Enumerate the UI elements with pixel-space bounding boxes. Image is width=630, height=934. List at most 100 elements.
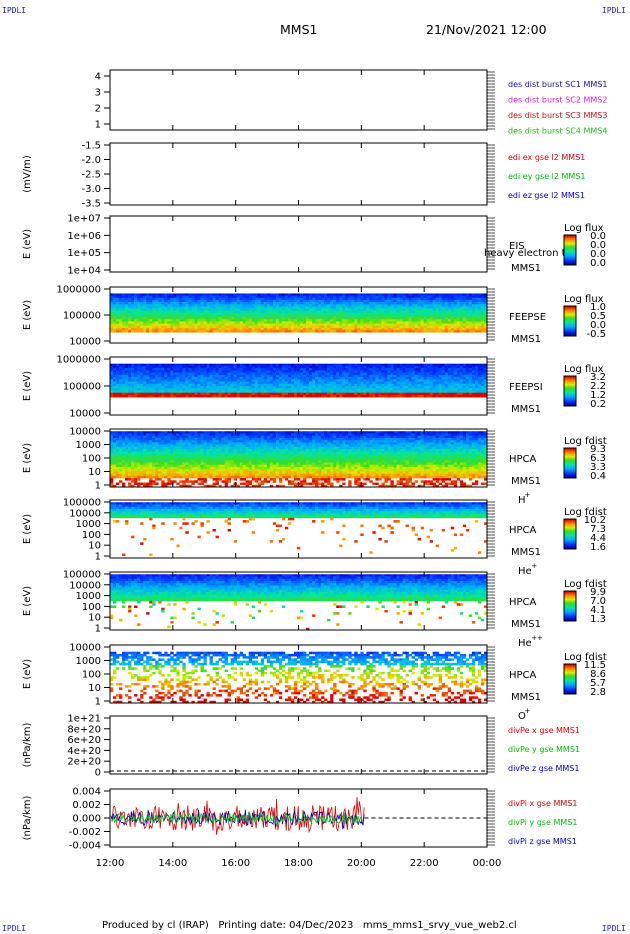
spectrogram-cell bbox=[170, 480, 174, 483]
spectrogram-cell bbox=[357, 299, 361, 303]
spectrogram-cell bbox=[200, 317, 204, 320]
spectrogram-cell bbox=[152, 327, 156, 331]
spectrogram-cell bbox=[182, 368, 186, 371]
spectrogram-cell bbox=[441, 372, 446, 376]
spectrogram-cell bbox=[480, 374, 485, 378]
spectrogram-cell bbox=[339, 363, 343, 367]
spectrogram-cell bbox=[212, 295, 216, 299]
spectrogram-cell bbox=[170, 304, 174, 307]
spectrogram-cell bbox=[315, 370, 319, 373]
spectrogram-cell bbox=[257, 312, 262, 316]
spectrogram-cell bbox=[128, 464, 132, 468]
spectrogram-cell bbox=[453, 327, 458, 331]
spectrogram-cell bbox=[185, 327, 189, 331]
spectrogram-cell bbox=[119, 308, 123, 311]
spectrogram-cell bbox=[348, 325, 352, 329]
spectrogram-cell bbox=[167, 433, 171, 436]
spectrogram-cell bbox=[218, 383, 222, 387]
spectrogram-cell bbox=[254, 383, 259, 387]
spectrogram-cell bbox=[203, 323, 207, 327]
spectrogram-cell bbox=[429, 390, 434, 393]
spectrogram-cell bbox=[381, 363, 385, 367]
spectrogram-cell bbox=[242, 363, 247, 367]
spectrogram-cell bbox=[402, 327, 406, 331]
spectrogram-cell bbox=[423, 310, 427, 314]
spectrogram-cell bbox=[324, 372, 328, 376]
spectrogram-cell bbox=[315, 317, 319, 320]
spectrogram-cell bbox=[399, 388, 403, 391]
spectrogram-cell bbox=[167, 392, 171, 396]
spectrogram-cell bbox=[215, 386, 219, 389]
spectrogram-cell bbox=[287, 392, 292, 396]
spectrogram-cell bbox=[137, 390, 141, 393]
spectrogram-cell bbox=[462, 317, 467, 320]
spectrogram-cell bbox=[318, 374, 322, 378]
spectrogram-cell bbox=[309, 377, 313, 380]
spectrogram-cell bbox=[408, 330, 412, 333]
spectrogram-cell bbox=[134, 321, 138, 324]
spectrogram-cell bbox=[423, 308, 427, 311]
spectrogram-cell bbox=[296, 390, 301, 393]
spectrogram-cell bbox=[336, 295, 340, 299]
spectrogram-cell bbox=[152, 442, 156, 445]
spectrogram-cell bbox=[257, 295, 262, 299]
spectrogram-cell bbox=[158, 363, 162, 367]
spectrogram-cell bbox=[453, 293, 458, 296]
spectrogram-cell bbox=[164, 374, 168, 378]
spectrogram-cell bbox=[263, 295, 268, 299]
spectrogram-cell bbox=[272, 388, 277, 391]
spectrogram-cell bbox=[170, 462, 174, 465]
spectrogram-cell bbox=[309, 372, 313, 376]
spectrogram-cell bbox=[465, 312, 470, 316]
spectrogram-cell bbox=[248, 306, 253, 309]
spectrogram-cell bbox=[260, 365, 265, 369]
spectrogram-cell bbox=[170, 325, 174, 329]
spectrogram-cell bbox=[447, 308, 452, 311]
spectrogram-cell bbox=[209, 323, 213, 327]
spectrogram-cell bbox=[423, 321, 427, 324]
spectrogram-cell bbox=[411, 386, 415, 389]
spectrogram-cell bbox=[360, 325, 364, 329]
spectrogram-cell bbox=[167, 317, 171, 320]
spectrogram-cell bbox=[257, 379, 262, 382]
spectrogram-cell bbox=[459, 372, 464, 376]
spectrogram-cell bbox=[116, 482, 120, 486]
spectrogram-cell bbox=[263, 392, 268, 396]
spectrogram-cell bbox=[173, 370, 177, 373]
spectrogram-cell bbox=[453, 392, 458, 396]
spectrogram-cell bbox=[239, 377, 244, 380]
spectrogram-cell bbox=[155, 312, 159, 316]
spectrogram-cell bbox=[318, 394, 322, 398]
spectrogram-cell bbox=[230, 388, 234, 391]
spectrogram-cell bbox=[444, 293, 449, 296]
spectrogram-cell bbox=[366, 312, 370, 316]
spectrogram-cell bbox=[203, 325, 207, 329]
spectrogram-cell bbox=[411, 317, 415, 320]
spectrogram-cell bbox=[269, 372, 274, 376]
spectrogram-cell bbox=[287, 388, 292, 391]
spectrogram-cell bbox=[230, 323, 234, 327]
spectrogram-cell bbox=[351, 308, 355, 311]
spectrogram-cell bbox=[309, 381, 313, 385]
spectrogram-cell bbox=[468, 312, 473, 316]
spectrogram-cell bbox=[191, 374, 195, 378]
spectrogram-cell bbox=[128, 440, 132, 443]
spectrogram-cell bbox=[435, 330, 440, 333]
spectrogram-cell bbox=[324, 304, 328, 307]
spectrogram-cell bbox=[351, 310, 355, 314]
spectrogram-cell bbox=[128, 295, 132, 299]
spectrogram-cell bbox=[444, 390, 449, 393]
spectrogram-cell bbox=[459, 383, 464, 387]
spectrogram-cell bbox=[477, 368, 482, 371]
spectrogram-cell bbox=[438, 304, 443, 307]
spectrogram-cell bbox=[405, 381, 409, 385]
spectrogram-cell bbox=[236, 390, 240, 393]
spectrogram-cell bbox=[113, 440, 117, 443]
spectrogram-cell bbox=[173, 431, 177, 434]
colorbar-slice bbox=[564, 324, 576, 326]
spectrogram-cell bbox=[281, 330, 286, 333]
spectrogram-cell bbox=[128, 484, 132, 488]
spectrogram-cell bbox=[155, 315, 159, 318]
spectrogram-cell bbox=[230, 295, 234, 299]
spectrogram-cell bbox=[432, 295, 437, 299]
